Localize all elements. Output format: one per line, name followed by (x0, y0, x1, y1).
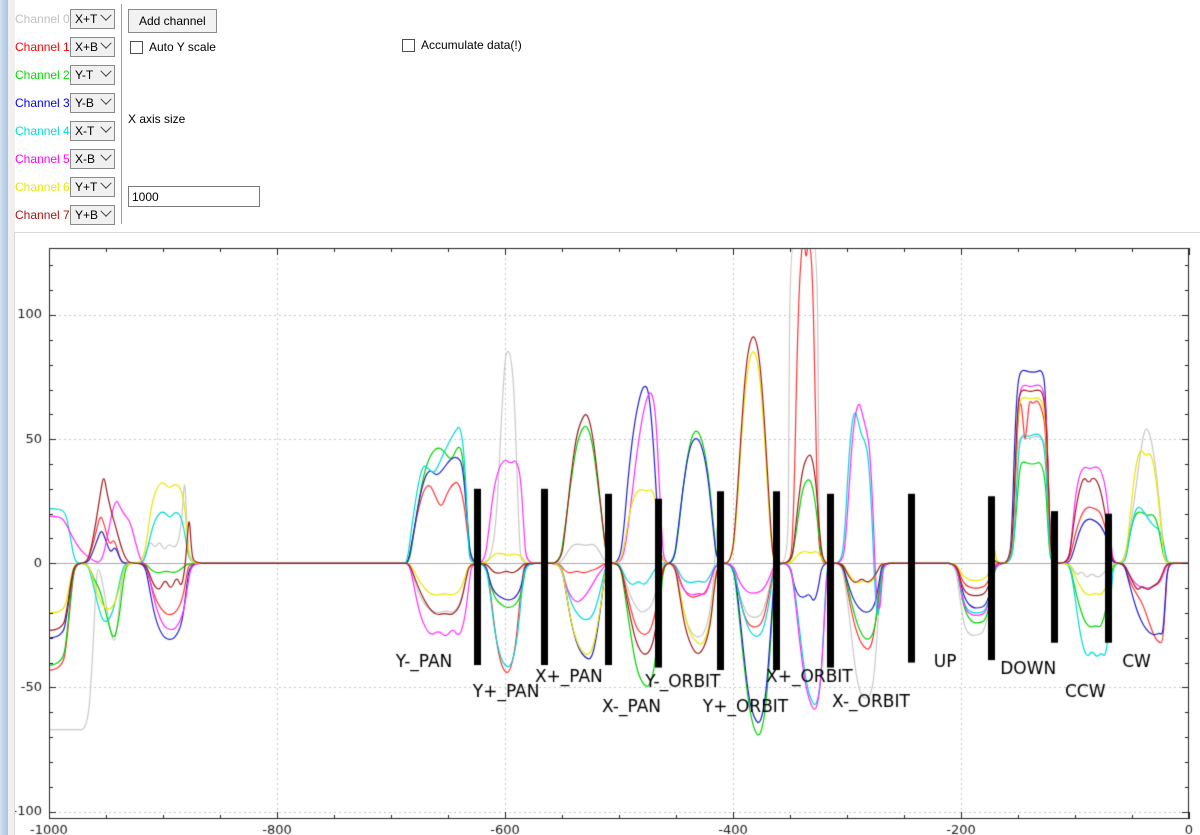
channel-select-2[interactable]: Y-T (70, 65, 115, 85)
channel-select-value-7: Y+B (75, 208, 98, 222)
channel-label-5: Channel 5 (15, 152, 71, 166)
x-axis-size-input[interactable] (128, 186, 260, 207)
channel-select-4[interactable]: X-T (70, 121, 115, 141)
channel-select-value-5: X-B (75, 152, 95, 166)
signal-chart (15, 233, 1200, 835)
channel-select-value-2: Y-T (75, 68, 93, 82)
channel-select-5[interactable]: X-B (70, 149, 115, 169)
channel-label-6: Channel 6 (15, 180, 71, 194)
auto-y-scale-row: Auto Y scale (130, 39, 216, 55)
channel-label-4: Channel 4 (15, 124, 71, 138)
add-channel-button-label: Add channel (139, 14, 206, 28)
channel-label-2: Channel 2 (15, 68, 71, 82)
window-edge-strip (0, 0, 9, 835)
channel-select-7[interactable]: Y+B (70, 205, 115, 225)
channel-label-0: Channel 0 (15, 12, 71, 26)
accumulate-data-label: Accumulate data(!) (421, 38, 522, 52)
signal-plot-app: { "panel": { "channels": [ {"label": "Ch… (0, 0, 1200, 835)
chevron-down-icon (100, 205, 111, 216)
channel-label-7: Channel 7 (15, 208, 71, 222)
chevron-down-icon (100, 177, 111, 188)
channel-select-value-6: Y+T (75, 180, 97, 194)
chevron-down-icon (100, 93, 111, 104)
channel-select-3[interactable]: Y-B (70, 93, 115, 113)
channel-select-0[interactable]: X+T (70, 9, 115, 29)
auto-y-scale-label: Auto Y scale (149, 40, 216, 54)
chevron-down-icon (100, 149, 111, 160)
chart-panel (14, 232, 1200, 835)
auto-y-scale-checkbox[interactable] (130, 41, 143, 54)
panel-separator (121, 4, 122, 224)
control-panel: Channel 0 X+T Channel 1 X+B Channel 2 Y-T Chan… (15, 0, 1200, 231)
channel-select-value-3: Y-B (75, 96, 94, 110)
channel-select-1[interactable]: X+B (70, 37, 115, 57)
channel-label-3: Channel 3 (15, 96, 71, 110)
channel-select-6[interactable]: Y+T (70, 177, 115, 197)
accumulate-data-checkbox[interactable] (402, 39, 415, 52)
add-channel-button[interactable]: Add channel (128, 9, 217, 33)
x-axis-size-label: X axis size (128, 112, 185, 126)
chevron-down-icon (100, 9, 111, 20)
channel-select-value-1: X+B (75, 40, 98, 54)
chevron-down-icon (100, 121, 111, 132)
chevron-down-icon (100, 65, 111, 76)
chevron-down-icon (100, 37, 111, 48)
accumulate-data-row: Accumulate data(!) (402, 37, 522, 53)
channel-select-value-4: X-T (75, 124, 94, 138)
channel-label-1: Channel 1 (15, 40, 71, 54)
channel-select-value-0: X+T (75, 12, 97, 26)
